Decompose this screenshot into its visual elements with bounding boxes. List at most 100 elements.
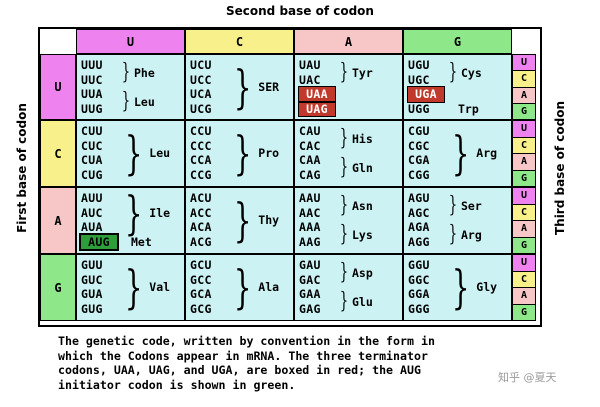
amino-acid-label: His (352, 131, 373, 146)
codon-cell: GGU GGC GGA GGG} Gly (403, 254, 512, 321)
amino-acid-label: Asn (352, 198, 373, 213)
codon-table: U C A G U UUU UUC UUA UUG} Phe} Leu UCU UCC UCA UCG} SE… (38, 27, 542, 327)
codon: CGC (408, 138, 430, 153)
third-base-label: G (513, 103, 535, 119)
codon: CAA (299, 153, 321, 167)
codon: AGG (408, 234, 430, 249)
codon-cell: GAU GAC GAA GAG} Asp} Glu (294, 254, 403, 321)
codon: UGG (408, 101, 430, 116)
codon: CUC (81, 138, 103, 153)
codon-cell: GUU GUC GUA GUG} Val (76, 254, 185, 321)
first-base-header: G (40, 254, 76, 321)
codon: CAC (299, 138, 321, 153)
codon-cell: CGU CGC CGA CGG} Arg (403, 120, 512, 187)
codon: CUG (81, 167, 103, 182)
third-base-label: A (513, 154, 535, 171)
brace-icon: } (448, 59, 458, 85)
third-base-axis-label: Third base of codon (553, 100, 567, 236)
codon: AGC (408, 205, 430, 220)
amino-acid-label: Lys (352, 227, 373, 242)
codon: UUU (81, 58, 103, 72)
table-corner (40, 29, 76, 54)
amino-acid-group: } Asn (337, 191, 373, 220)
codon: AUU (81, 191, 103, 205)
codon-cell: ACU ACC ACA ACG} Thy (185, 187, 294, 254)
codon-list: UAU UAC UAA UAG (298, 58, 337, 117)
codon-list: GGU GGC GGA GGG (408, 258, 446, 316)
brace-icon: } (233, 126, 252, 180)
amino-acid-group: } Leu (119, 87, 155, 116)
codon: UCU (190, 58, 212, 72)
codon-list: ACU ACC ACA ACG (190, 191, 228, 249)
amino-acid-label: Leu (149, 146, 171, 160)
codon-list: CUU CUC CUA CUG (81, 124, 119, 182)
amino-acid-group: } Glu (337, 287, 373, 316)
stop-codon: UGA (407, 86, 445, 103)
amino-acid-group: } Arg (446, 220, 482, 249)
codon: UAC (299, 72, 321, 87)
third-base-label: A (513, 288, 535, 305)
codon-list: CAU CAC CAA CAG (299, 124, 337, 182)
amino-acid-group: } His (337, 124, 373, 153)
codon-cell: CCU CCC CCA CCG} Pro (185, 120, 294, 187)
codon: CGU (408, 124, 430, 138)
codon: UCA (190, 87, 212, 101)
amino-acid-label: Gln (352, 160, 373, 175)
codon-list: UGU UGC UGA UGG (407, 58, 446, 116)
third-base-label: U (513, 55, 535, 72)
codon: AAU (299, 191, 321, 205)
codon: AAA (299, 220, 321, 234)
brace-icon: } (339, 59, 349, 85)
codon: UCC (190, 72, 212, 87)
codon: AUC (81, 205, 103, 220)
first-base-header: A (40, 187, 76, 254)
codon-cell: UUU UUC UUA UUG} Phe} Leu (76, 54, 185, 120)
amino-acid-group: } Gln (337, 153, 373, 182)
codon-cell: UAU UAC UAA UAG} Tyr (294, 54, 403, 120)
codon: GUA (81, 287, 103, 301)
first-base-header: U (40, 54, 76, 120)
brace-icon: } (339, 259, 349, 285)
amino-acid-group: } Thy (228, 191, 279, 249)
amino-acid-group: } Lys (337, 220, 373, 249)
brace-icon: } (121, 59, 131, 85)
third-base-label: C (513, 137, 535, 154)
amino-acid-label: Ile (149, 205, 171, 220)
third-base-label: G (513, 237, 535, 253)
amino-acid-label: Pro (258, 146, 280, 160)
codon-list: GCU GCC GCA GCG (190, 258, 228, 316)
second-base-header: C (185, 29, 294, 54)
amino-acid-label: Val (149, 280, 171, 294)
amino-acid-label: Ala (258, 280, 280, 294)
amino-acid-label: Met (131, 234, 152, 249)
third-base-label: U (513, 188, 535, 205)
third-base-label: G (513, 170, 535, 186)
amino-acid-label: Phe (134, 65, 155, 80)
start-codon: AUG (79, 232, 119, 251)
codon: GUU (81, 258, 103, 272)
third-base-label: A (513, 87, 535, 104)
brace-icon: } (233, 193, 252, 247)
brace-icon: } (233, 260, 252, 314)
amino-acid-label: Leu (134, 94, 155, 109)
brace-icon: } (339, 125, 349, 151)
codon-cell: AGU AGC AGA AGG} Ser} Arg (403, 187, 512, 254)
brace-icon: } (451, 126, 470, 180)
codon-cell: UGU UGC UGA UGG} Cys Trp (403, 54, 512, 120)
codon-list: UCU UCC UCA UCG (190, 58, 228, 116)
amino-acid-group: } Leu (119, 124, 170, 182)
codon-cell: AUU AUC AUA AUG} Ile Met (76, 187, 185, 254)
amino-acid-group: Trp (446, 102, 479, 117)
codon: UUG (81, 101, 103, 116)
codon: GCU (190, 258, 212, 272)
table-corner (512, 29, 536, 54)
amino-acid-label: Ser (461, 198, 482, 213)
brace-icon: } (339, 192, 349, 218)
amino-acid-group: } SER (228, 58, 279, 116)
amino-acid-label: SER (258, 80, 280, 94)
brace-icon: } (448, 192, 458, 218)
codon: UGU (408, 58, 430, 72)
